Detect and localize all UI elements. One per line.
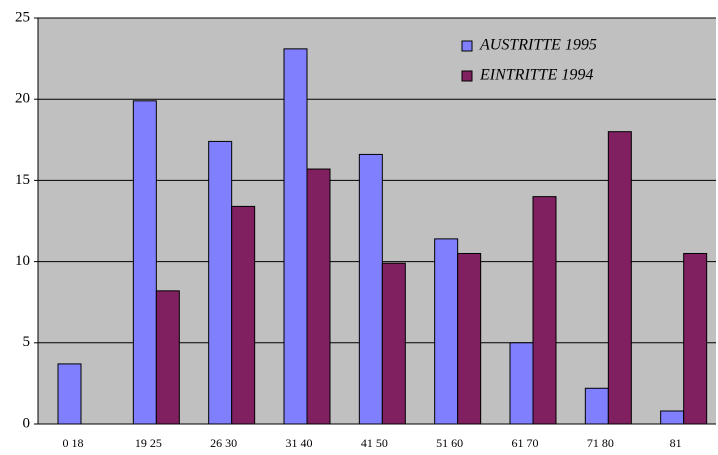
bar	[457, 252, 482, 425]
bar	[358, 153, 383, 425]
x-tick-label: 41 50	[361, 436, 388, 450]
bar	[607, 131, 632, 425]
bar	[155, 290, 180, 425]
x-tick-label: 19 25	[135, 436, 162, 450]
y-tick-label: 5	[23, 334, 31, 350]
x-tick-label: 26 30	[210, 436, 237, 450]
legend-swatch	[461, 70, 473, 82]
bar	[208, 140, 233, 425]
bar	[381, 262, 406, 425]
x-tick-label: 61 70	[512, 436, 539, 450]
x-tick-label: 81	[670, 436, 682, 450]
bar	[283, 48, 308, 425]
bar	[132, 100, 157, 425]
bar	[306, 168, 331, 425]
legend-swatch	[461, 40, 473, 52]
bar	[231, 205, 256, 425]
x-tick-label: 31 40	[286, 436, 313, 450]
bar	[532, 196, 557, 425]
bar	[660, 410, 685, 425]
y-tick-label: 0	[23, 415, 31, 431]
legend-label: AUSTRITTE 1995	[479, 37, 597, 54]
y-tick-label: 20	[15, 91, 30, 107]
bar	[509, 342, 534, 425]
y-tick-label: 25	[15, 9, 30, 25]
bar	[584, 387, 609, 425]
legend-label: EINTRITTE 1994	[479, 67, 593, 84]
x-tick-label: 71 80	[587, 436, 614, 450]
x-tick-label: 51 60	[436, 436, 463, 450]
bar	[57, 363, 82, 425]
x-tick-label: 0 18	[63, 436, 84, 450]
bar	[683, 252, 708, 425]
bar	[434, 238, 459, 425]
y-tick-label: 15	[15, 172, 30, 188]
y-tick-label: 10	[15, 253, 30, 269]
